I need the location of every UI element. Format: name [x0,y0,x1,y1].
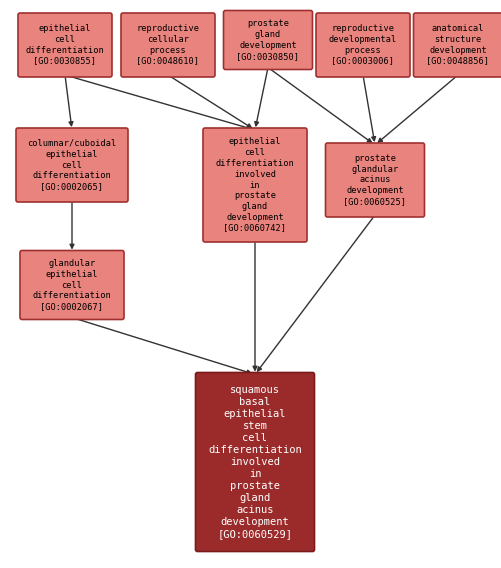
Text: prostate
glandular
acinus
development
[GO:0060525]: prostate glandular acinus development [G… [344,154,406,206]
Text: prostate
gland
development
[GO:0030850]: prostate gland development [GO:0030850] [236,19,300,61]
Text: anatomical
structure
development
[GO:0048856]: anatomical structure development [GO:004… [426,24,489,66]
FancyBboxPatch shape [195,373,315,552]
FancyBboxPatch shape [18,13,112,77]
FancyBboxPatch shape [203,128,307,242]
Text: reproductive
cellular
process
[GO:0048610]: reproductive cellular process [GO:004861… [136,24,199,66]
Text: glandular
epithelial
cell
differentiation
[GO:0002067]: glandular epithelial cell differentiatio… [33,259,111,311]
Text: epithelial
cell
differentiation
involved
in
prostate
gland
development
[GO:00607: epithelial cell differentiation involved… [215,137,295,232]
FancyBboxPatch shape [316,13,410,77]
FancyBboxPatch shape [413,13,501,77]
FancyBboxPatch shape [121,13,215,77]
FancyBboxPatch shape [16,128,128,202]
FancyBboxPatch shape [20,250,124,319]
Text: reproductive
developmental
process
[GO:0003006]: reproductive developmental process [GO:0… [329,24,397,66]
Text: columnar/cuboidal
epithelial
cell
differentiation
[GO:0002065]: columnar/cuboidal epithelial cell differ… [28,139,117,191]
Text: epithelial
cell
differentiation
[GO:0030855]: epithelial cell differentiation [GO:0030… [26,24,104,66]
Text: squamous
basal
epithelial
stem
cell
differentiation
involved
in
prostate
gland
a: squamous basal epithelial stem cell diff… [208,385,302,539]
FancyBboxPatch shape [223,10,313,69]
FancyBboxPatch shape [326,143,424,217]
